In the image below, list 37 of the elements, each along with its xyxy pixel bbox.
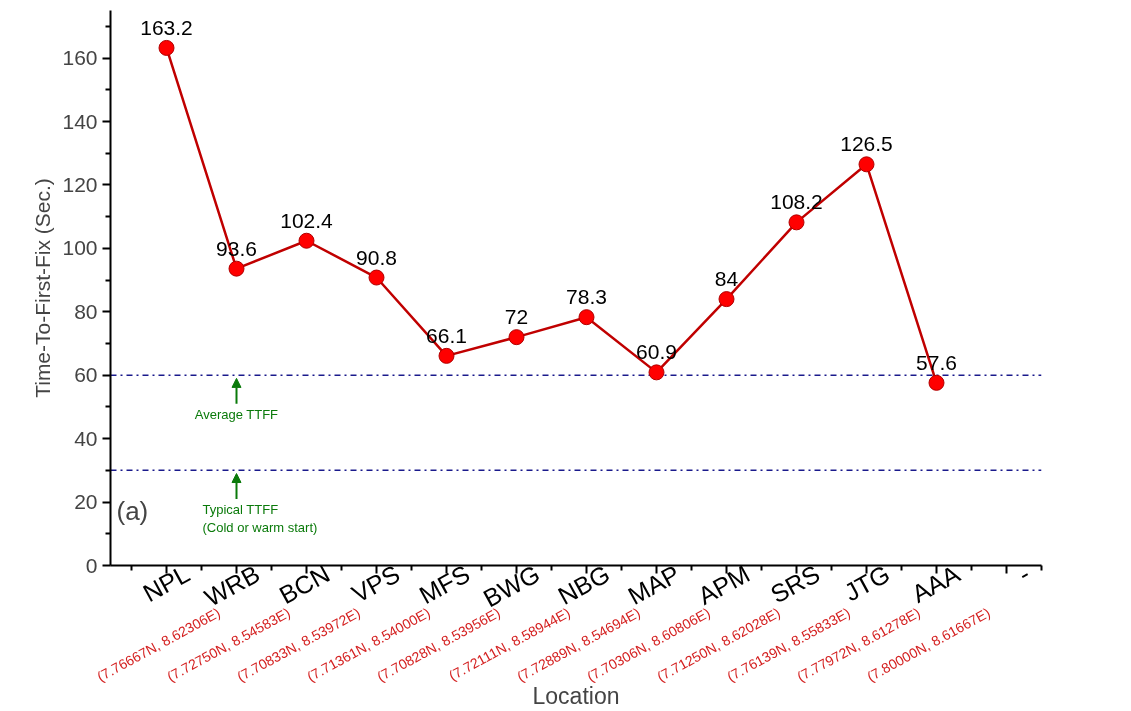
y-tick-label: 0	[85, 553, 98, 577]
ref-line-label: Average TTFF	[194, 406, 279, 422]
point	[648, 364, 665, 381]
y-axis-title: Time-To-First-Fix (Sec.)	[31, 178, 55, 398]
data-label: 72	[504, 305, 529, 329]
point	[508, 329, 525, 346]
y-tick-label: 120	[62, 172, 98, 196]
y-tick-label: 140	[62, 109, 98, 133]
data-label: 163.2	[140, 15, 193, 39]
y-tick-label: 40	[74, 426, 98, 450]
point	[368, 269, 385, 286]
x-axis-title: Location	[532, 682, 620, 709]
y-tick-label: 80	[74, 299, 98, 323]
data-label: 78.3	[566, 285, 607, 309]
data-label: 108.2	[770, 190, 823, 214]
ref-line-label: Typical TTFF (Cold or warm start)	[202, 502, 318, 536]
y-tick-label: 20	[74, 490, 98, 514]
point	[928, 374, 945, 391]
point	[228, 260, 245, 277]
data-label: 66.1	[426, 323, 467, 347]
data-label: 102.4	[280, 208, 334, 232]
point	[578, 309, 595, 326]
point	[158, 39, 175, 56]
point	[298, 232, 315, 249]
data-label: 60.9	[636, 340, 677, 364]
y-tick-label: 60	[74, 363, 98, 387]
point	[718, 291, 735, 308]
data-label: 126.5	[840, 132, 893, 156]
point	[858, 156, 875, 173]
data-label: 84	[714, 267, 739, 291]
y-tick-label: 160	[62, 46, 98, 70]
annotation: (a)	[116, 495, 149, 526]
y-tick-label: 100	[62, 236, 98, 260]
point	[438, 347, 455, 364]
point	[788, 214, 805, 231]
data-label: 90.8	[356, 245, 397, 269]
x-tick-label: -	[1013, 559, 1035, 588]
